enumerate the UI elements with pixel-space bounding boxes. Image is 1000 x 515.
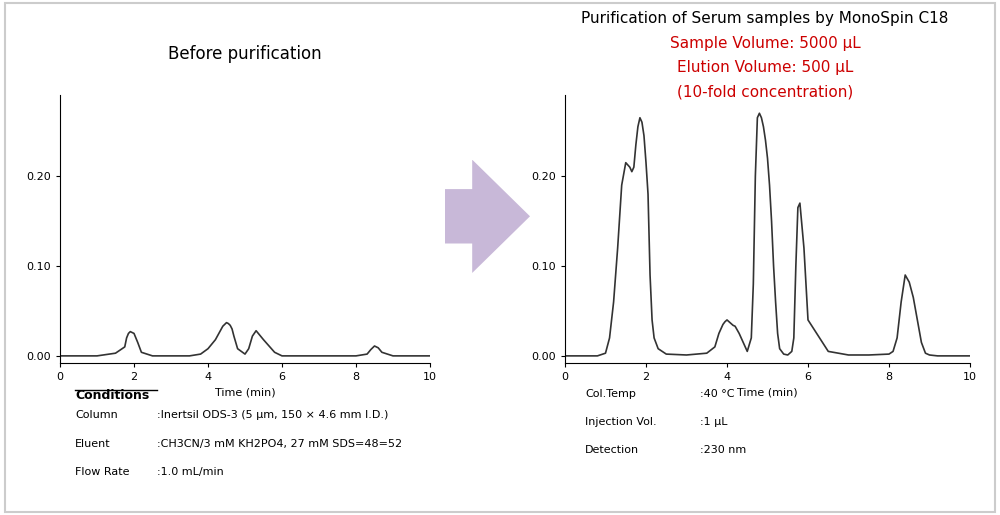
Text: Sample Volume: 5000 μL: Sample Volume: 5000 μL [670, 36, 860, 52]
Text: (10-fold concentration): (10-fold concentration) [677, 84, 853, 99]
Text: Before purification: Before purification [168, 45, 322, 63]
Text: Conditions: Conditions [75, 389, 149, 402]
Text: :CH3CN/3 mM KH2PO4, 27 mM SDS=48=52: :CH3CN/3 mM KH2PO4, 27 mM SDS=48=52 [157, 439, 402, 449]
Text: Detection: Detection [585, 445, 639, 455]
Text: :230 nm: :230 nm [700, 445, 746, 455]
X-axis label: Time (min): Time (min) [737, 388, 798, 398]
Text: Col.Temp: Col.Temp [585, 389, 636, 399]
Polygon shape [445, 160, 530, 273]
Text: Purification of Serum samples by MonoSpin C18: Purification of Serum samples by MonoSpi… [581, 10, 949, 26]
Text: Elution Volume: 500 μL: Elution Volume: 500 μL [677, 60, 853, 76]
Text: Eluent: Eluent [75, 439, 111, 449]
Text: Column: Column [75, 410, 118, 420]
Text: :40 °C: :40 °C [700, 389, 734, 399]
Text: :Inertsil ODS-3 (5 μm, 150 × 4.6 mm I.D.): :Inertsil ODS-3 (5 μm, 150 × 4.6 mm I.D.… [157, 410, 388, 420]
X-axis label: Time (min): Time (min) [215, 388, 275, 398]
Text: Injection Vol.: Injection Vol. [585, 417, 657, 427]
Text: Flow Rate: Flow Rate [75, 467, 130, 477]
Text: :1.0 mL/min: :1.0 mL/min [157, 467, 224, 477]
Text: :1 μL: :1 μL [700, 417, 728, 427]
